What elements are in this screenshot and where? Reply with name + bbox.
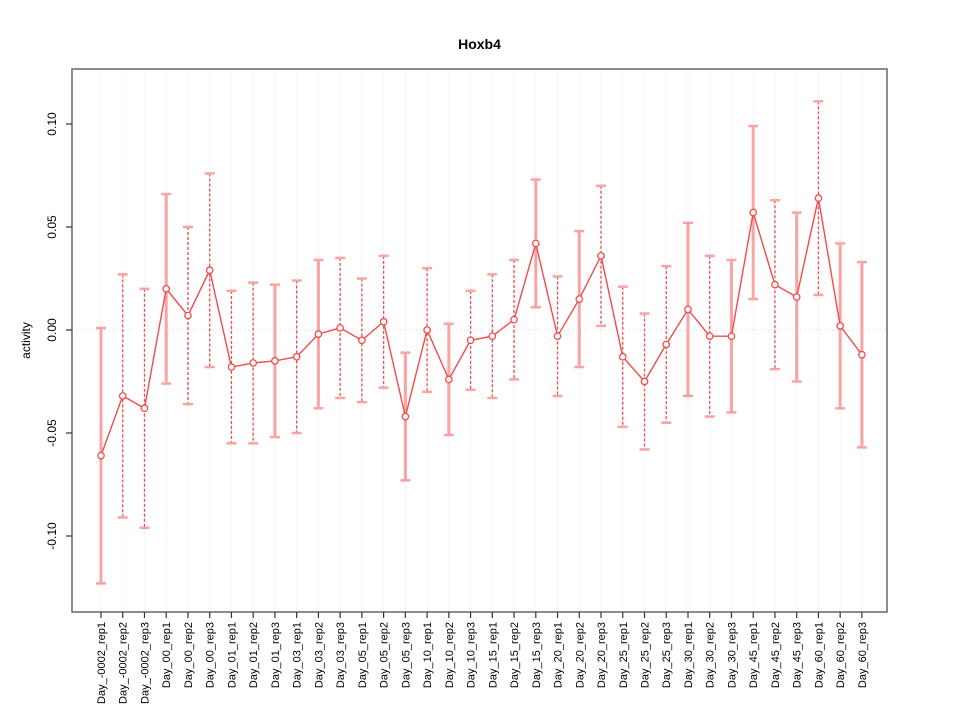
x-tick-label: Day_60_rep1 <box>813 622 825 688</box>
x-tick-label: Day_25_rep3 <box>661 622 673 688</box>
data-point <box>336 324 344 332</box>
data-point <box>553 332 562 341</box>
data-point <box>705 332 714 341</box>
data-point <box>662 340 671 349</box>
data-point <box>423 326 431 334</box>
x-tick-label: Day_05_rep1 <box>357 622 369 688</box>
y-tick-label: 0.10 <box>45 112 59 136</box>
data-point <box>575 295 584 303</box>
data-point <box>814 194 823 203</box>
x-tick-label: Day_05_rep3 <box>400 622 412 688</box>
data-point <box>597 251 605 260</box>
y-tick-label: -0.05 <box>45 419 59 447</box>
data-point <box>488 332 497 341</box>
data-point <box>97 451 105 460</box>
data-point <box>444 375 453 384</box>
y-tick-label: 0.00 <box>45 318 59 342</box>
x-tick-label: Day_25_rep1 <box>618 622 630 688</box>
x-tick-label: Day_03_rep1 <box>292 622 304 688</box>
data-point <box>531 239 540 248</box>
x-tick-label: Day_15_rep3 <box>531 622 543 688</box>
x-tick-label: Day_20_rep1 <box>553 622 565 688</box>
x-tick-label: Day_20_rep2 <box>574 622 586 688</box>
data-point <box>640 377 649 386</box>
data-point <box>227 363 236 371</box>
data-point <box>379 317 388 326</box>
data-point <box>292 352 301 361</box>
y-axis-title: activity <box>19 322 33 359</box>
x-tick-label: Day_00_rep1 <box>161 622 173 688</box>
data-point <box>466 336 475 345</box>
data-point <box>184 311 192 320</box>
x-tick-label: Day_10_rep3 <box>466 622 478 688</box>
x-tick-label: Day_15_rep1 <box>487 622 499 688</box>
x-tick-label: Day_45_rep1 <box>748 622 760 688</box>
x-tick-label: Day_30_rep1 <box>683 622 695 688</box>
x-tick-label: Day_60_rep2 <box>835 622 847 688</box>
data-point <box>858 350 866 359</box>
plot-border <box>71 68 888 613</box>
x-tick-label: Day_00_rep2 <box>183 622 195 688</box>
data-point <box>836 322 845 330</box>
series-line <box>100 198 863 456</box>
data-point <box>749 208 758 217</box>
x-tick-label: Day_03_rep3 <box>335 622 347 688</box>
x-tick-label: Day_45_rep3 <box>792 622 804 688</box>
x-tick-label: Day_25_rep2 <box>640 622 652 688</box>
data-point <box>271 357 279 365</box>
x-tick-label: Day_00_rep3 <box>205 622 217 688</box>
data-point <box>249 359 258 367</box>
x-tick-label: Day_01_rep3 <box>270 622 282 688</box>
x-tick-label: Day_15_rep2 <box>509 622 521 688</box>
data-point <box>162 284 171 293</box>
x-tick-label: Day_45_rep2 <box>770 622 782 688</box>
data-point <box>118 392 127 400</box>
x-tick-label: Day_10_rep1 <box>422 622 434 688</box>
data-point <box>358 336 366 345</box>
data-point <box>140 404 149 413</box>
data-point <box>401 412 410 421</box>
data-point <box>314 330 323 338</box>
x-tick-label: Day_-0002_rep1 <box>96 622 108 704</box>
data-point <box>618 352 627 361</box>
data-point <box>792 293 801 301</box>
y-tick-label: -0.10 <box>45 522 59 550</box>
x-tick-label: Day_05_rep2 <box>379 622 391 688</box>
x-tick-label: Day_01_rep1 <box>226 622 238 688</box>
chart-title: Hoxb4 <box>458 36 501 52</box>
data-point <box>684 305 692 314</box>
x-tick-label: Day_-0002_rep2 <box>118 622 130 704</box>
data-point <box>771 280 779 289</box>
data-point <box>205 266 214 275</box>
x-tick-label: Day_-0002_rep3 <box>139 622 151 704</box>
data-point <box>727 332 736 341</box>
x-tick-label: Day_20_rep3 <box>596 622 608 688</box>
x-tick-label: Day_30_rep2 <box>705 622 717 688</box>
x-tick-label: Day_30_rep3 <box>726 622 738 688</box>
x-tick-label: Day_01_rep2 <box>248 622 260 688</box>
data-point <box>510 315 518 324</box>
y-tick-label: 0.05 <box>45 215 59 239</box>
x-tick-label: Day_10_rep2 <box>444 622 456 688</box>
x-tick-label: Day_60_rep3 <box>857 622 869 688</box>
x-tick-label: Day_03_rep2 <box>313 622 325 688</box>
